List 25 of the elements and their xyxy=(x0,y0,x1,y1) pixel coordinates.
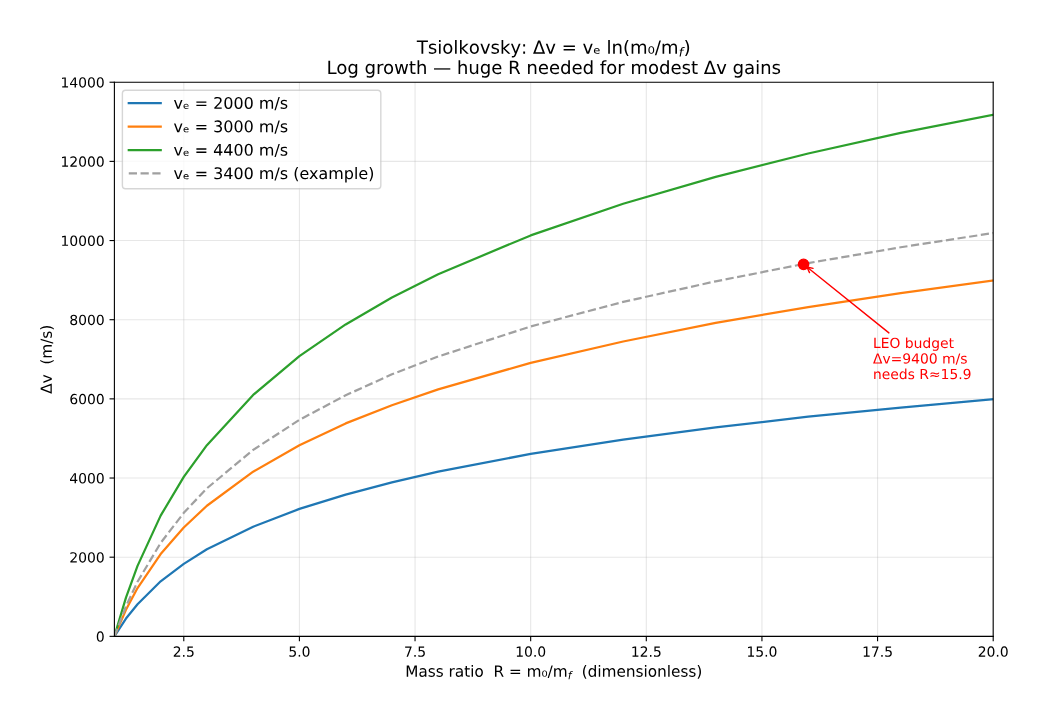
y-axis-title: Δv (m/s) xyxy=(40,326,54,394)
legend-label: vₑ = 4400 m/s xyxy=(173,143,288,158)
x-tick-label: 10.0 xyxy=(516,646,546,657)
y-tick-label: 10000 xyxy=(62,235,104,247)
legend-label: vₑ = 2000 m/s xyxy=(173,96,288,111)
x-tick-label: 7.5 xyxy=(405,646,425,657)
chart-subtitle: Log growth — huge R needed for modest Δv gains xyxy=(328,60,781,78)
legend-label: vₑ = 3400 m/s (example) xyxy=(173,166,374,183)
x-axis-title: Mass ratio R = m₀/m$_{f}$ (dimensionless) xyxy=(406,665,701,680)
y-tick-label: 14000 xyxy=(62,77,104,88)
annotation: LEO budget Δv=9400 m/s needs R≈15.9 xyxy=(873,337,971,380)
y-tick-label: 8000 xyxy=(70,314,104,326)
y-tick-label: 4000 xyxy=(70,473,104,484)
x-tick-label: 2.5 xyxy=(173,646,194,657)
y-tick-label: 12000 xyxy=(62,156,104,167)
y-tick-label: 2000 xyxy=(70,552,104,563)
y-tick-label: 6000 xyxy=(70,393,104,405)
x-tick-label: 17.5 xyxy=(863,646,892,657)
legend-label: vₑ = 3000 m/s xyxy=(173,120,288,134)
x-tick-label: 5.0 xyxy=(289,646,310,657)
x-tick-label: 12.5 xyxy=(632,646,661,657)
x-tick-label: 20.0 xyxy=(978,646,1008,657)
y-tick-label: 0 xyxy=(96,631,104,642)
x-tick-label: 15.0 xyxy=(748,646,777,657)
chart-title: Tsiolkovsky: Δv = vₑ ln(m₀/m$_{f}$) xyxy=(416,39,690,58)
